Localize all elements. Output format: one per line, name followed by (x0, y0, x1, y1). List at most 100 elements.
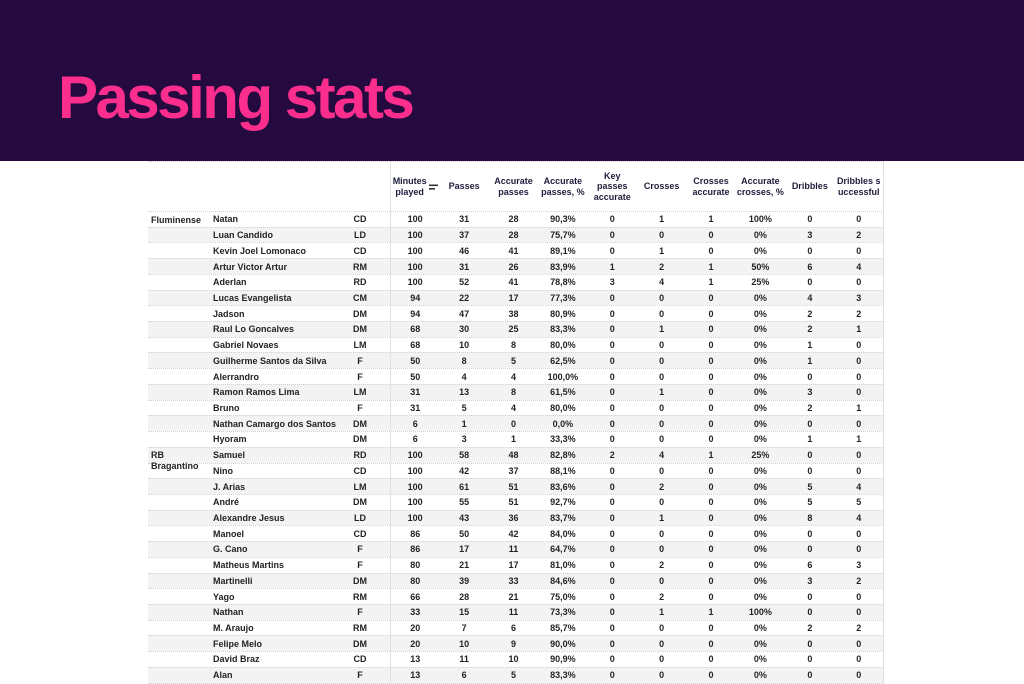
player-position: CD (353, 465, 367, 476)
player-position: RD (353, 277, 367, 288)
stat-value-minutes-played: 50 (390, 353, 439, 369)
column-header-dribbles[interactable]: Dribbles (785, 162, 834, 211)
table-row: G. Cano F 86 17 11 64,7% 0 0 0 0% 0 0 (148, 541, 884, 557)
stat-value-minutes-played: 100 (390, 227, 439, 243)
column-header-crosses-accurate[interactable]: Crosses accurate (686, 162, 735, 211)
stat-value-dribbles: 8 (807, 513, 813, 524)
sort-lines-icon[interactable] (428, 183, 438, 191)
stat-value-key-passes-accurate: 0 (609, 245, 615, 256)
stat-value-crosses-accurate: 0 (708, 544, 714, 555)
stat-value-dribbles-successful: 3 (835, 557, 884, 573)
stat-value-passes: 10 (459, 340, 470, 351)
stat-value-dribbles-successful: 4 (835, 510, 884, 526)
stat-value-dribbles-successful: 0 (835, 526, 884, 542)
player-column-header (210, 162, 330, 211)
table-row: Nathan F 33 15 11 73,3% 0 1 1 100% 0 0 (148, 603, 884, 620)
team-column-header (148, 162, 210, 165)
stat-value-accurate-crosses: 25% (751, 277, 770, 288)
stat-value-passes: 31 (459, 214, 470, 225)
column-header-key-passes-accurate[interactable]: Key passes accurate (588, 162, 637, 211)
stat-value-dribbles-successful: 0 (835, 243, 884, 259)
column-header-minutes-played[interactable]: Minutes played (390, 162, 439, 211)
stat-value-key-passes-accurate: 0 (609, 560, 615, 571)
stat-value-minutes-played: 100 (390, 510, 439, 526)
passing-stats-table: Minutes played Passes Accurate passes Accur… (148, 161, 884, 684)
player-position: LM (353, 481, 367, 492)
stat-value-accurate-passes: 83,7% (550, 513, 576, 524)
column-header-accurate-passes[interactable]: Accurate passes (489, 162, 538, 211)
stat-value-accurate-crosses: 0% (753, 513, 767, 524)
stat-value-dribbles: 1 (807, 340, 813, 351)
column-header-accurate-crosses[interactable]: Accurate crosses, % (736, 162, 785, 211)
stat-value-crosses-accurate: 0 (708, 591, 714, 602)
stat-value-crosses-accurate: 0 (708, 513, 714, 524)
stat-value-dribbles-successful: 0 (835, 463, 884, 479)
column-header-dribbles-successful[interactable]: Dribbles successful (835, 162, 884, 211)
stat-value-accurate-passes: 6 (510, 623, 516, 634)
stat-value-accurate-passes: 75,7% (550, 230, 576, 241)
column-header-passes[interactable]: Passes (439, 162, 488, 211)
stat-value-dribbles-successful: 2 (835, 620, 884, 636)
player-name: Aderlan (213, 277, 247, 288)
stat-value-accurate-passes: 5 (510, 355, 516, 366)
stat-value-accurate-passes: 37 (508, 465, 519, 476)
column-header-label: Key passes accurate (593, 170, 631, 202)
stat-value-crosses: 0 (659, 355, 665, 366)
player-name: J. Arias (213, 481, 246, 492)
stat-value-accurate-passes: 73,3% (550, 607, 576, 618)
page-title: Passing stats (58, 64, 415, 131)
stat-value-key-passes-accurate: 3 (609, 277, 615, 288)
player-name: M. Araujo (213, 623, 254, 634)
stat-value-crosses: 0 (659, 465, 665, 476)
stat-value-crosses-accurate: 0 (708, 465, 714, 476)
team-label (148, 259, 210, 262)
stat-value-minutes-played: 100 (390, 212, 439, 227)
stat-value-minutes-played: 13 (390, 652, 439, 667)
player-position: F (357, 607, 363, 618)
stat-value-minutes-played: 6 (390, 432, 439, 447)
stat-value-dribbles: 3 (807, 575, 813, 586)
stat-value-key-passes-accurate: 0 (609, 387, 615, 398)
stat-value-dribbles-successful: 0 (835, 652, 884, 667)
stat-value-accurate-passes: 85,7% (550, 623, 576, 634)
stat-value-accurate-crosses: 0% (753, 402, 767, 413)
player-name: Lucas Evangelista (213, 292, 292, 303)
stat-value-dribbles-successful: 0 (835, 589, 884, 604)
stat-value-crosses: 0 (659, 371, 665, 382)
player-name: Matheus Martins (213, 560, 285, 571)
stat-value-accurate-passes: 17 (508, 560, 519, 571)
stat-value-key-passes-accurate: 0 (609, 230, 615, 241)
player-position: F (357, 371, 363, 382)
stat-value-minutes-played: 100 (390, 479, 439, 494)
stat-value-crosses: 1 (659, 387, 665, 398)
stat-value-crosses-accurate: 0 (708, 481, 714, 492)
table-row: Ramon Ramos Lima LM 31 13 8 61,5% 0 1 0 0% 3 0 (148, 383, 884, 400)
stat-value-crosses: 2 (659, 560, 665, 571)
stat-value-dribbles-successful: 1 (835, 432, 884, 447)
team-label (148, 416, 210, 419)
stat-value-dribbles: 0 (807, 638, 813, 649)
table-row: Martinelli DM 80 39 33 84,6% 0 0 0 0% 3 2 (148, 572, 884, 589)
column-header-crosses[interactable]: Crosses (637, 162, 686, 211)
table-row: Gabriel Novaes LM 68 10 8 80,0% 0 0 0 0% 1 0 (148, 336, 884, 353)
table-body: Fluminense Natan CD 100 31 28 90,3% 0 1 1 100% 0 0 Lu… (148, 211, 884, 684)
player-position: F (357, 670, 363, 681)
stat-value-dribbles-successful: 1 (835, 400, 884, 416)
column-header-accurate-passes[interactable]: Accurate passes, % (538, 162, 587, 211)
stat-value-dribbles: 5 (807, 481, 813, 492)
table-row: M. Araujo RM 20 7 6 85,7% 0 0 0 0% 2 2 (148, 619, 884, 636)
player-name: Ramon Ramos Lima (213, 387, 300, 398)
stat-value-minutes-played: 100 (390, 274, 439, 290)
stat-value-accurate-crosses: 0% (753, 575, 767, 586)
stat-value-accurate-crosses: 0% (753, 371, 767, 382)
stat-value-accurate-passes: 88,1% (550, 465, 576, 476)
table-row: J. Arias LM 100 61 51 83,6% 0 2 0 0% 5 4 (148, 478, 884, 494)
table-row: Luan Candido LD 100 37 28 75,7% 0 0 0 0% 3 2 (148, 226, 884, 243)
stat-value-crosses-accurate: 1 (708, 214, 714, 225)
stat-value-dribbles: 0 (807, 450, 813, 461)
stat-value-crosses: 0 (659, 654, 665, 665)
stat-value-accurate-passes: 9 (510, 638, 516, 649)
stat-value-passes: 43 (459, 513, 470, 524)
column-header-label: Accurate passes, % (541, 175, 585, 197)
team-label (148, 668, 210, 671)
